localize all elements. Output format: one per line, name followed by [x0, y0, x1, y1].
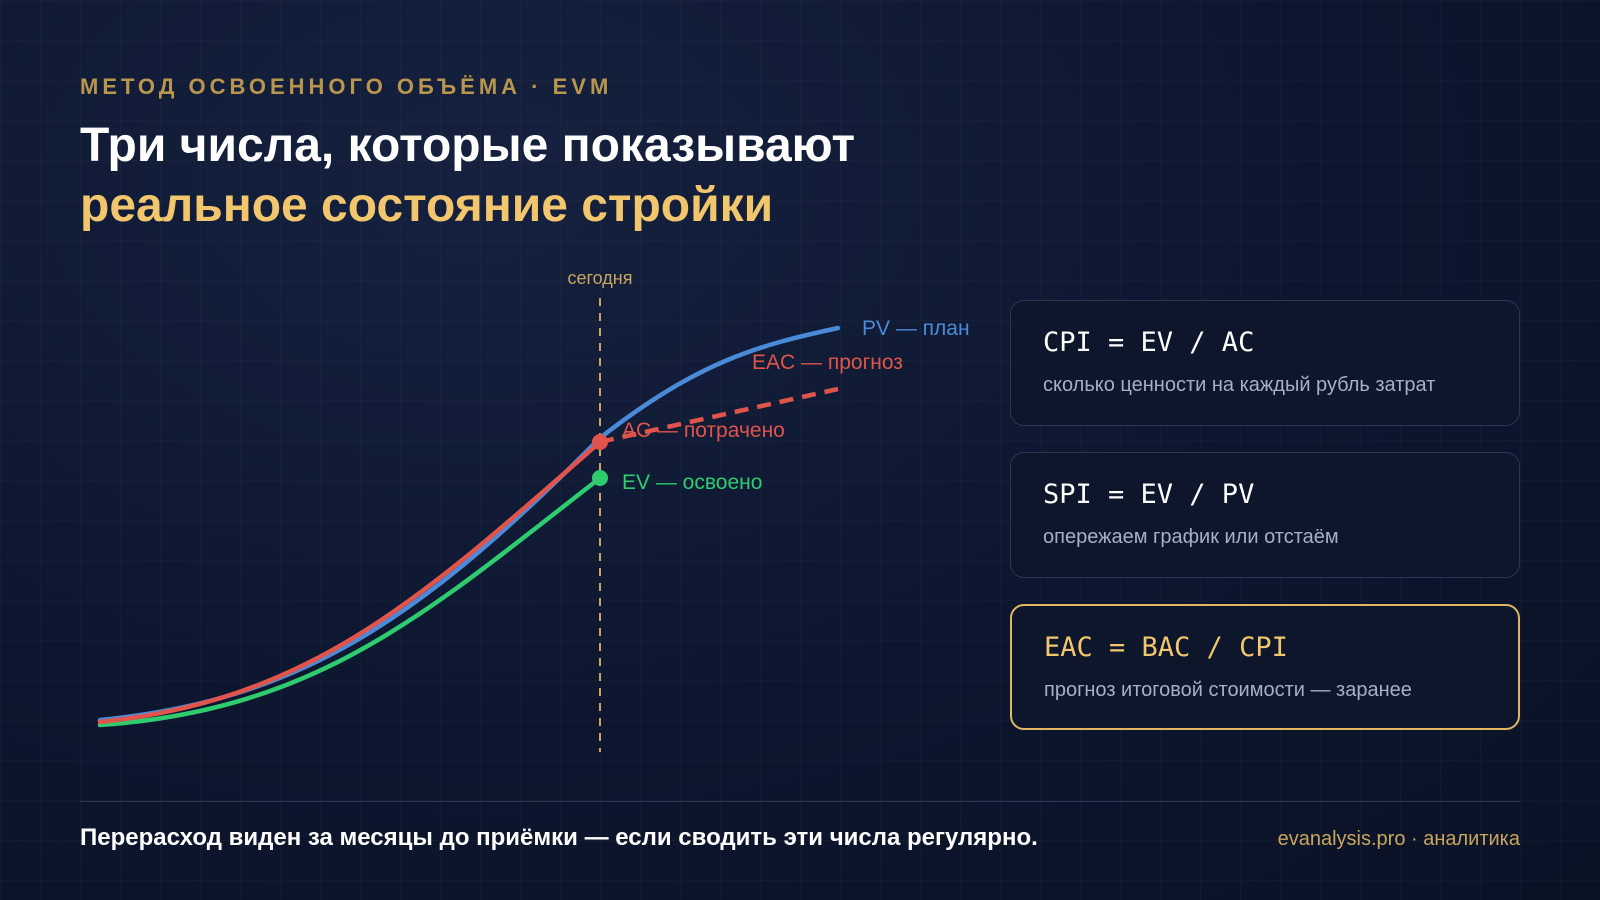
- ac-line: [97, 439, 603, 725]
- cpi-description: сколько ценности на каждый рубль затрат: [1043, 374, 1436, 396]
- spi-description: опережаем график или отстаём: [1043, 526, 1339, 548]
- eac-forecast-line: [599, 386, 839, 445]
- eac-description: прогноз итоговой стоимости — заранее: [1044, 679, 1412, 701]
- ev-line: [97, 475, 603, 728]
- spi-formula: SPI = EV / PV: [1043, 479, 1255, 510]
- footer-note: Перерасход виден за месяцы до приёмки — …: [80, 824, 1038, 851]
- pv-label: PV — план: [862, 317, 970, 340]
- eac-card: EAC = BAC / CPI прогноз итоговой стоимос…: [1010, 604, 1520, 730]
- ev-label: EV — освоено: [622, 471, 762, 494]
- pv-line: [97, 325, 841, 723]
- eac-label: EAC — прогноз: [752, 351, 903, 374]
- footer-divider: [80, 801, 1520, 802]
- title-line-1: Три числа, которые показывают: [80, 119, 855, 172]
- title-line-2: реальное состояние стройки: [80, 179, 774, 232]
- evm-chart: сегодня PV — план EAC — прогноз AC — пот…: [97, 268, 970, 752]
- today-label: сегодня: [568, 268, 633, 288]
- ev-today-point: [592, 470, 608, 486]
- eac-formula: EAC = BAC / CPI: [1044, 632, 1288, 663]
- cpi-card: CPI = EV / AC сколько ценности на каждый…: [1010, 300, 1520, 426]
- footer-brand: evanalysis.pro · аналитика: [1277, 828, 1520, 850]
- page-title: Три числа, которые показывают реальное с…: [80, 116, 855, 236]
- ac-label: AC — потрачено: [622, 419, 785, 442]
- cpi-formula: CPI = EV / AC: [1043, 327, 1255, 358]
- ac-today-point: [592, 434, 608, 450]
- spi-card: SPI = EV / PV опережаем график или отста…: [1010, 452, 1520, 578]
- eyebrow-label: МЕТОД ОСВОЕННОГО ОБЪЁМА · EVM: [80, 74, 613, 99]
